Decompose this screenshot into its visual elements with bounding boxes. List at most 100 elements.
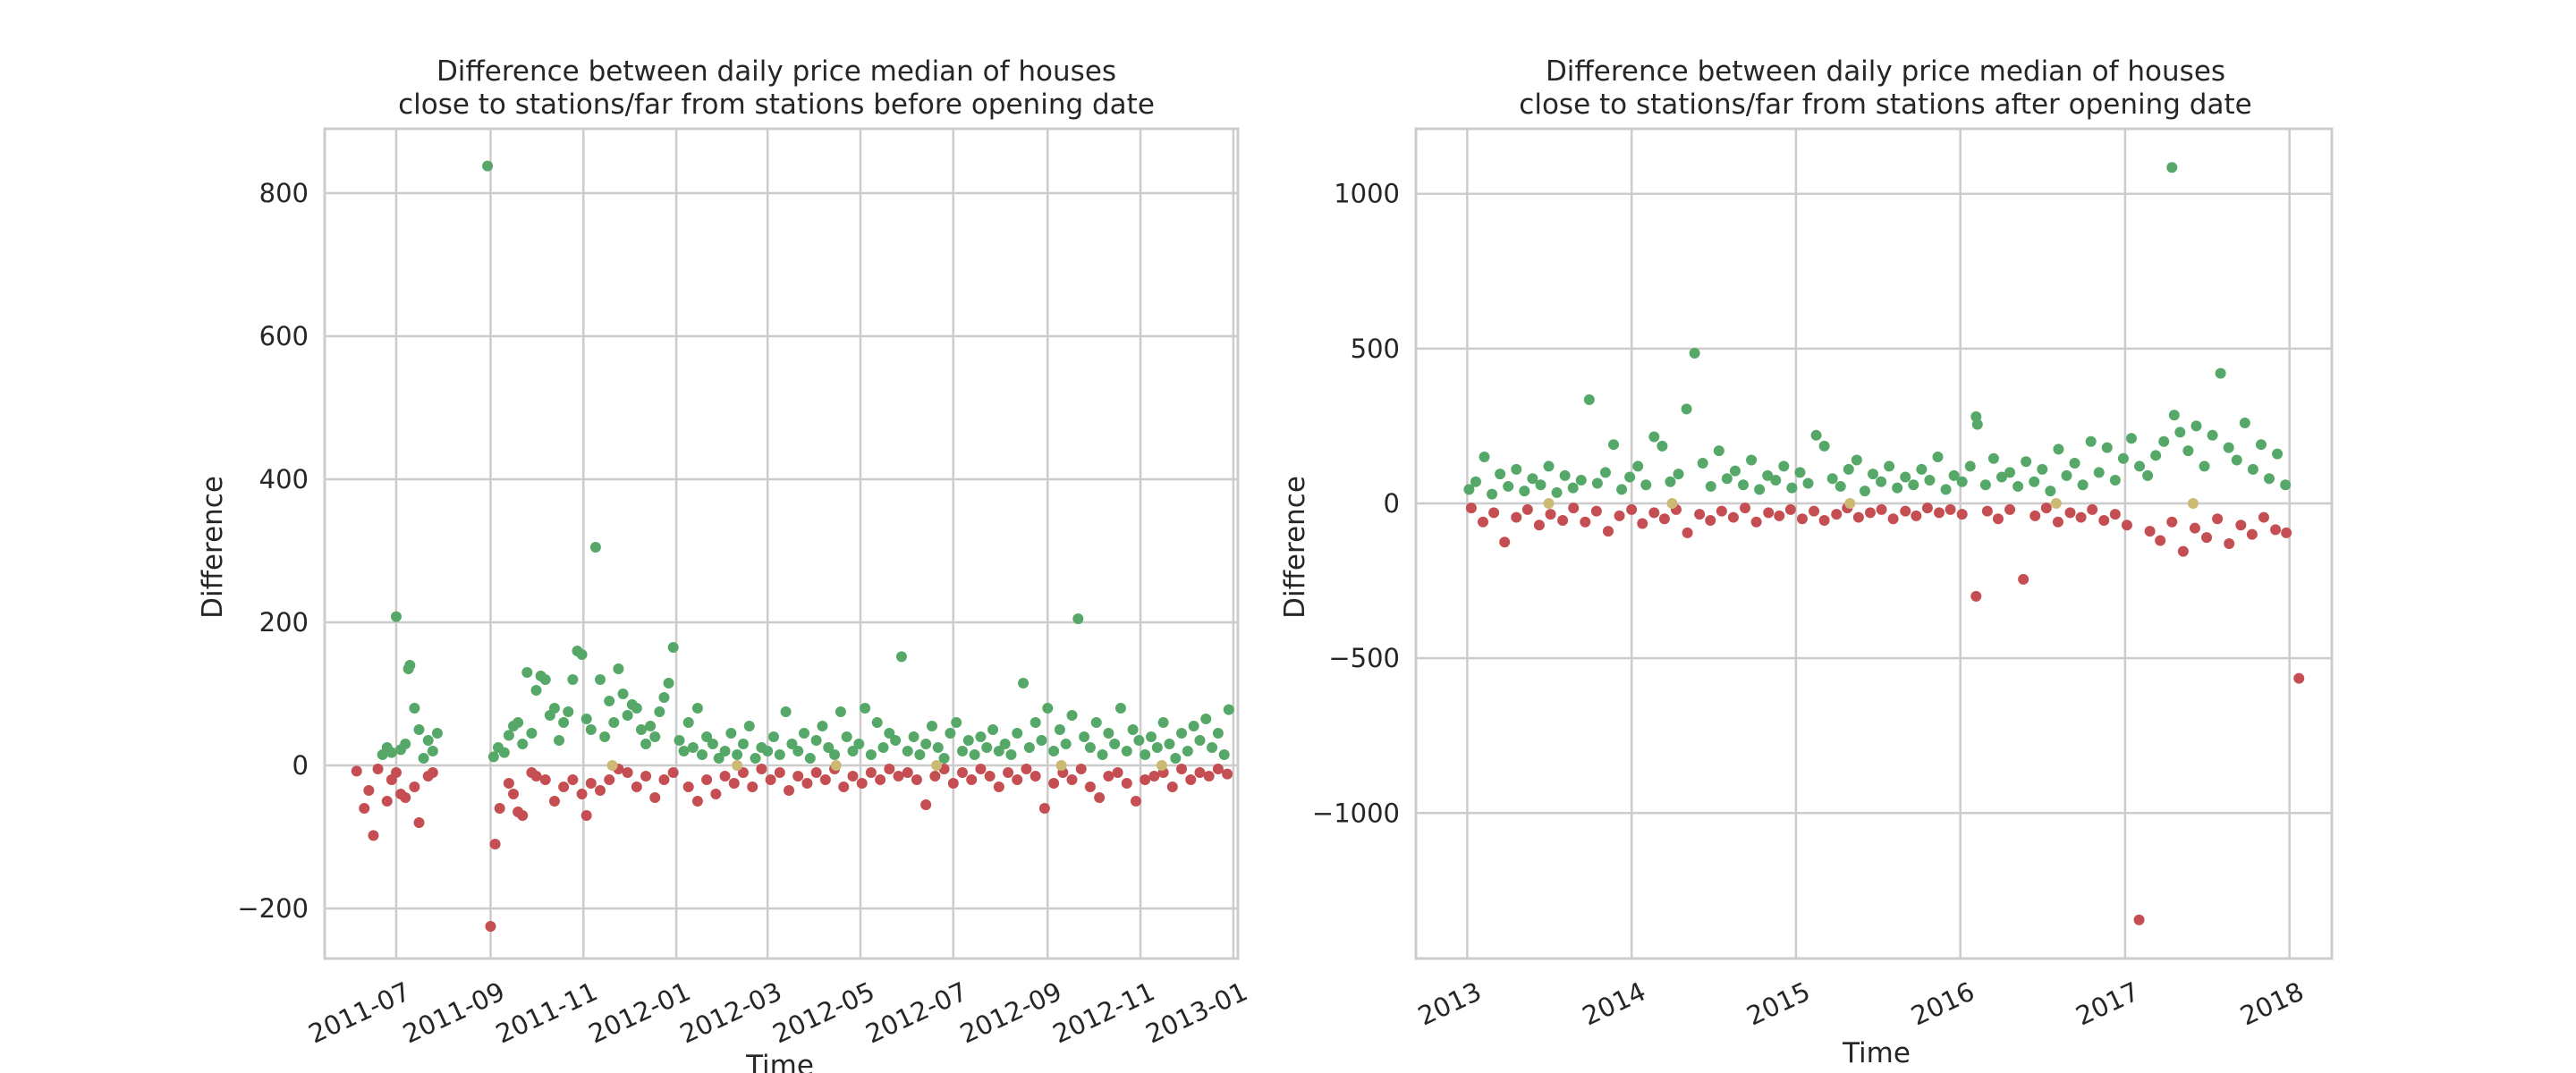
left-negative-point [1075,764,1087,774]
left-negative-point [737,767,749,778]
right-positive-point [2280,479,2292,491]
left-negative-point [576,789,588,799]
right-negative-point [1511,511,1522,523]
left-negative-point [658,774,670,785]
right-positive-point [2150,450,2162,461]
right-positive-point [1535,479,1546,491]
left-positive-point [1188,721,1199,731]
left-positive-point [999,739,1011,749]
left-chart-title-line-1: Difference between daily price median of… [436,55,1116,88]
left-positive-point [817,721,828,731]
left-negative-point [1066,774,1078,785]
left-negative-point [1030,771,1041,782]
left-positive-point [1036,735,1047,746]
left-negative-point [947,778,959,789]
right-positive-point [2021,456,2032,468]
right-negative-point [1763,507,1775,519]
right-negative-point [1478,516,1489,528]
right-positive-point [1810,429,1822,441]
left-negative-point [539,774,551,785]
left-positive-point [1212,728,1224,739]
right-negative-point [1705,515,1716,527]
left-positive-point [1103,728,1114,739]
right-negative-point [1921,503,1933,514]
left-positive-point [780,706,792,717]
left-negative-point [631,782,642,792]
left-negative-point [993,782,1004,792]
right-positive-point [2085,435,2097,447]
right-positive-point [1900,471,1911,483]
right-negative-point [1602,526,1614,537]
right-positive-point [1786,482,1798,494]
right-negative-point [1900,505,1911,517]
right-y-tick-label: −500 [1328,643,1400,673]
right-y-tick-label: 0 [1384,488,1400,519]
left-negative-point [485,921,496,932]
left-positive-point [1223,704,1234,715]
right-negative-point [1557,515,1569,527]
right-negative-point [2064,507,2076,519]
right-negative-point [1876,503,1887,515]
left-positive-point [585,724,597,735]
right-x-tick-label: 2018 [2235,976,2308,1032]
right-x-tick-label: 2015 [1742,976,1815,1032]
left-positive-point [1176,728,1188,739]
right-positive-point [2199,460,2210,472]
right-negative-point [1568,503,1580,514]
left-positive-point [1218,749,1230,760]
right-positive-point [1835,480,1846,492]
left-scatter-plot: −20002004006008002011-072011-092011-1120… [197,55,1252,1073]
left-x-tick-label: 2011-07 [304,976,415,1050]
left-negative-point [1112,767,1123,778]
left-positive-point [413,724,425,735]
left-negative-point [1130,796,1141,807]
right-positive-point [2223,442,2234,453]
left-positive-point [908,731,919,742]
right-positive-point [2190,420,2202,432]
right-positive-point [1948,469,1960,481]
left-negative-point [902,767,913,778]
left-positive-point [645,721,657,731]
right-negative-point [1864,507,1876,519]
right-positive-point [1956,476,1968,487]
right-positive-point [2174,427,2186,438]
right-positive-point [2037,463,2048,475]
right-positive-point [2101,442,2113,453]
right-positive-point [1503,480,1514,492]
left-negative-point [984,771,996,782]
left-positive-point [701,731,713,742]
left-plot-frame [323,127,1240,960]
right-negative-point [2109,509,2121,520]
left-zero-point [830,760,842,771]
left-positive-point [823,742,835,753]
right-positive-point [1487,488,1498,500]
left-positive-point [1127,724,1139,735]
left-positive-point [1042,703,1054,714]
right-positive-point [1721,473,1733,485]
left-positive-point [1194,735,1206,746]
right-x-tick-label: 2016 [1906,976,1979,1032]
left-negative-point [1212,764,1224,774]
left-positive-point [847,746,859,756]
right-positive-point [2142,469,2154,481]
left-negative-point [975,764,987,774]
left-positive-point [1109,739,1121,749]
left-negative-point [893,771,904,782]
right-negative-point [1784,503,1796,515]
right-negative-point [1727,511,1739,523]
right-positive-point [2125,433,2137,444]
right-negative-point [1852,511,1864,523]
left-positive-point [567,674,579,685]
right-positive-point [2045,486,2056,497]
right-positive-point [2077,479,2089,491]
right-negative-point [1580,516,1591,528]
right-negative-point [2201,532,2213,544]
left-x-tick-label: 2012-09 [955,976,1066,1050]
right-positive-point [1916,463,1928,475]
right-positive-point [1665,476,1676,487]
right-positive-point [1987,452,1999,464]
left-positive-point [767,731,779,742]
right-negative-point [1933,507,1945,519]
right-positive-point [1964,460,1976,472]
